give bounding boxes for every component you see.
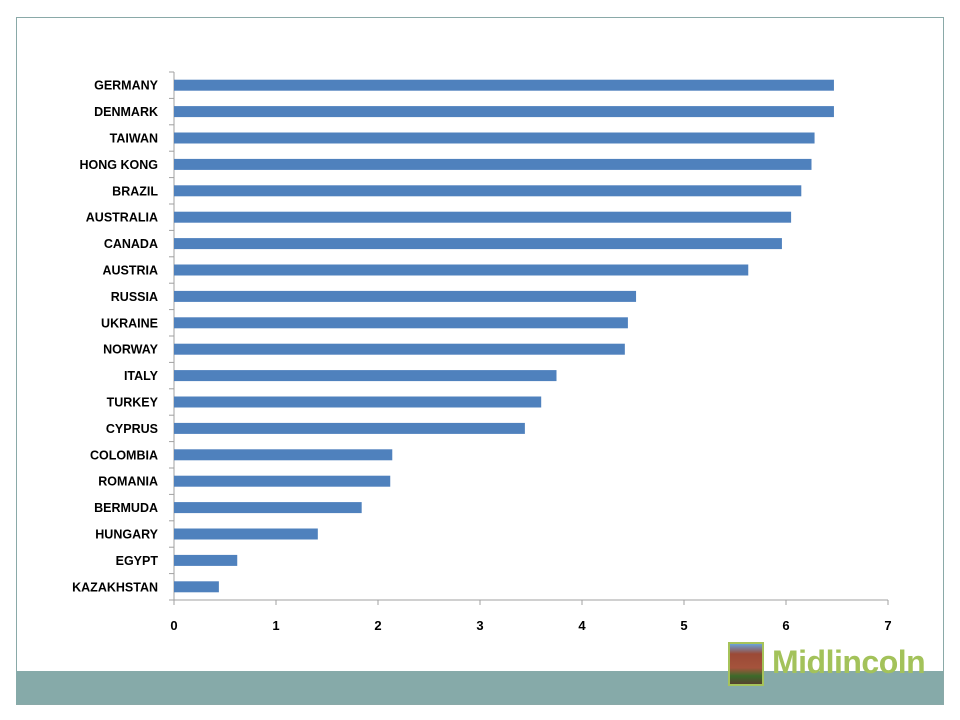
slide-frame xyxy=(16,17,944,705)
category-label: GERMANY xyxy=(94,79,159,93)
category-label: BRAZIL xyxy=(112,184,158,198)
bar-austria xyxy=(174,264,749,276)
bar-cyprus xyxy=(174,422,525,434)
bar-canada xyxy=(174,238,782,250)
category-label: KAZAKHSTAN xyxy=(72,580,158,594)
bar-colombia xyxy=(174,449,393,461)
x-tick-label: 2 xyxy=(374,618,381,633)
category-label: BERMUDA xyxy=(94,501,158,515)
x-tick-label: 5 xyxy=(680,618,687,633)
category-label: TAIWAN xyxy=(110,132,158,146)
logo-text: Midlincoln xyxy=(772,644,926,680)
x-tick-label: 7 xyxy=(884,618,891,633)
category-label: NORWAY xyxy=(103,343,159,357)
x-tick-label: 0 xyxy=(170,618,177,633)
bar-taiwan xyxy=(174,132,815,144)
bar-ukraine xyxy=(174,317,628,329)
category-label: UKRAINE xyxy=(101,316,158,330)
category-label: TURKEY xyxy=(107,396,159,410)
x-tick-label: 6 xyxy=(782,618,789,633)
bar-romania xyxy=(174,475,391,487)
x-tick-label: 1 xyxy=(272,618,279,633)
category-label: RUSSIA xyxy=(111,290,158,304)
category-label: AUSTRIA xyxy=(102,264,158,278)
category-label: ROMANIA xyxy=(98,475,158,489)
bar-denmark xyxy=(174,106,834,118)
bar-italy xyxy=(174,370,557,382)
x-tick-label: 4 xyxy=(578,618,586,633)
category-label: ITALY xyxy=(124,369,159,383)
category-label: EGYPT xyxy=(116,554,159,568)
bar-hong-kong xyxy=(174,158,812,170)
bar-germany xyxy=(174,79,834,91)
category-label: CYPRUS xyxy=(106,422,158,436)
category-label: AUSTRALIA xyxy=(86,211,158,225)
bar-russia xyxy=(174,290,637,302)
category-label: HUNGARY xyxy=(95,528,158,542)
bar-norway xyxy=(174,343,625,355)
category-label: HONG KONG xyxy=(80,158,158,172)
category-label: DENMARK xyxy=(94,105,158,119)
building-photo-icon xyxy=(728,642,764,686)
midlincoln-logo: Midlincoln xyxy=(728,642,938,686)
bar-bermuda xyxy=(174,502,362,514)
bar-australia xyxy=(174,211,792,223)
category-label: COLOMBIA xyxy=(90,448,158,462)
bar-turkey xyxy=(174,396,542,408)
bar-egypt xyxy=(174,554,238,566)
bar-hungary xyxy=(174,528,318,540)
footer-band xyxy=(16,671,943,704)
category-label: CANADA xyxy=(104,237,158,251)
x-tick-label: 3 xyxy=(476,618,483,633)
bar-kazakhstan xyxy=(174,581,219,593)
bar-brazil xyxy=(174,185,802,197)
